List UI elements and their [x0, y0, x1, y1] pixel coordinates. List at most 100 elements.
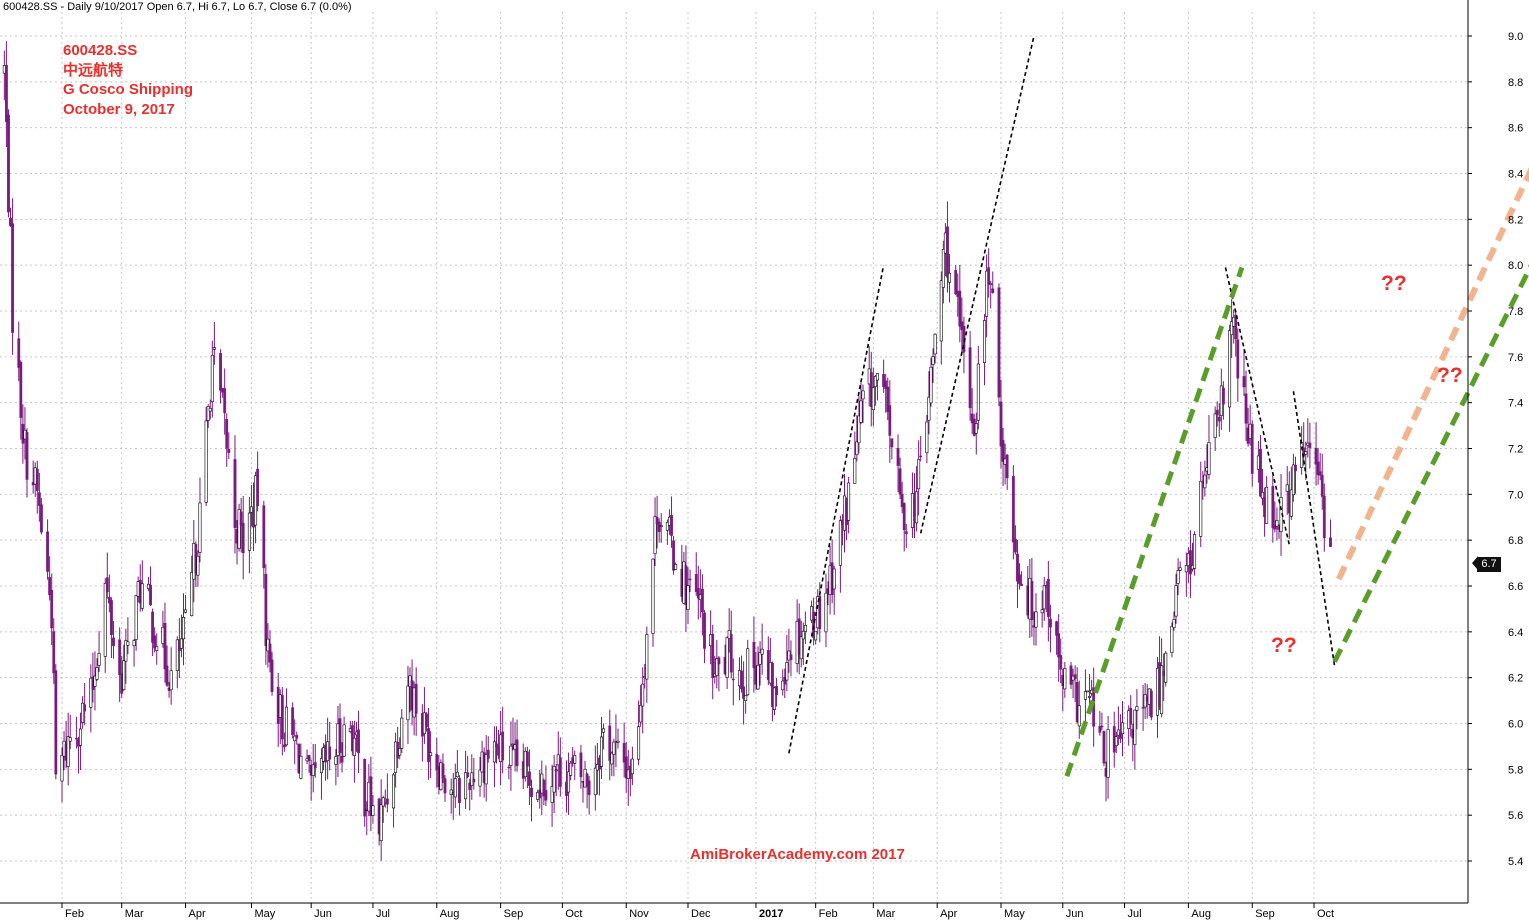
candle-body: [1308, 442, 1312, 448]
y-tick-label: 6.2: [1508, 673, 1523, 685]
candle-body: [381, 797, 385, 807]
candle-body: [558, 757, 562, 787]
candle-body: [334, 756, 338, 765]
candle-body: [206, 406, 210, 421]
candle-body: [1114, 736, 1118, 746]
candle-body: [46, 531, 49, 572]
candle-body: [688, 578, 692, 581]
candle-body: [60, 754, 64, 782]
candle-body: [19, 361, 23, 418]
candle-body: [239, 511, 243, 526]
candle-body: [1005, 454, 1009, 479]
candle-body: [674, 563, 678, 570]
y-tick-label: 8.0: [1508, 260, 1523, 272]
x-tick-label: Feb: [65, 908, 84, 920]
candle-body: [54, 670, 58, 775]
y-tick-label: 7.0: [1508, 489, 1523, 501]
candle-body: [478, 769, 482, 787]
candle-body: [204, 420, 208, 503]
candle-body: [855, 441, 859, 456]
candle-body: [1189, 550, 1192, 575]
candle-body: [107, 596, 111, 604]
candle-body: [17, 338, 21, 368]
candle-body: [1073, 674, 1077, 679]
candle-body: [554, 769, 558, 772]
candle-body: [1230, 321, 1234, 336]
candle-body: [948, 272, 952, 283]
candle-body: [1234, 314, 1238, 340]
y-tick-label: 8.4: [1508, 169, 1523, 181]
candle-body: [873, 376, 877, 387]
candle-body: [449, 789, 453, 795]
candle-body: [249, 506, 253, 513]
candle-body: [1275, 520, 1279, 527]
candle-body: [585, 773, 589, 787]
candle-body: [812, 611, 816, 638]
candle-body: [871, 387, 875, 411]
candle-body: [66, 736, 70, 767]
candle-body: [425, 713, 428, 728]
candle-body: [593, 767, 597, 796]
candle-body: [1203, 474, 1207, 489]
question-mark-right: ??: [1437, 364, 1463, 387]
candle-body: [406, 685, 410, 721]
candle-body: [429, 752, 433, 757]
candle-body: [149, 584, 152, 606]
candle-body: [352, 737, 356, 756]
candle-body: [1055, 621, 1058, 636]
candle-body: [915, 491, 919, 524]
candle-body: [746, 648, 750, 696]
y-tick-label: 6.0: [1508, 719, 1523, 731]
candle-body: [124, 640, 128, 662]
candle-body: [857, 415, 861, 444]
x-tick-label: Nov: [629, 908, 649, 920]
candle-body: [1215, 409, 1219, 416]
x-tick-label: Dec: [691, 908, 711, 920]
x-tick-label: May: [254, 908, 275, 920]
candle-body: [196, 555, 200, 576]
grid-lines: [0, 12, 1468, 903]
x-tick-label: Mar: [125, 908, 144, 920]
candle-body: [579, 752, 583, 778]
candle-body: [237, 509, 241, 549]
candle-body: [775, 686, 778, 696]
candle-body: [645, 634, 649, 680]
candle-body: [1077, 705, 1081, 727]
candle-body: [1063, 668, 1067, 690]
candle-body: [268, 643, 272, 663]
candle-body: [785, 662, 789, 681]
candle-body: [50, 589, 54, 629]
candle-body: [1049, 618, 1052, 628]
candle-body: [781, 680, 785, 691]
candle-body: [1176, 569, 1180, 584]
candle-body: [241, 522, 245, 554]
candle-body: [495, 743, 498, 748]
trendline-black: [1292, 391, 1336, 667]
candle-body: [931, 356, 935, 365]
candle-body: [1129, 707, 1133, 725]
candle-body: [853, 458, 857, 484]
x-tick-label: Apr: [189, 908, 206, 920]
candle-body: [1100, 725, 1104, 728]
trendline-green: [1064, 266, 1245, 778]
candle-body: [569, 762, 573, 776]
candle-body: [550, 786, 554, 803]
candle-body: [717, 657, 721, 665]
y-tick-label: 7.4: [1508, 398, 1523, 410]
candle-body: [1088, 696, 1092, 698]
candle-body: [37, 492, 41, 506]
candle-body: [262, 505, 266, 569]
candle-body: [414, 683, 418, 714]
candle-body: [954, 269, 958, 295]
candle-body: [985, 270, 989, 317]
candle-body: [379, 804, 383, 841]
candle-body: [472, 778, 476, 783]
candle-body: [1106, 729, 1110, 778]
candle-body: [1016, 553, 1019, 582]
y-tick-label: 7.8: [1508, 306, 1523, 318]
candle-body: [311, 764, 315, 776]
candle-body: [694, 574, 698, 593]
candle-body: [103, 583, 107, 657]
candle-body: [453, 778, 457, 798]
candle-body: [701, 588, 704, 613]
